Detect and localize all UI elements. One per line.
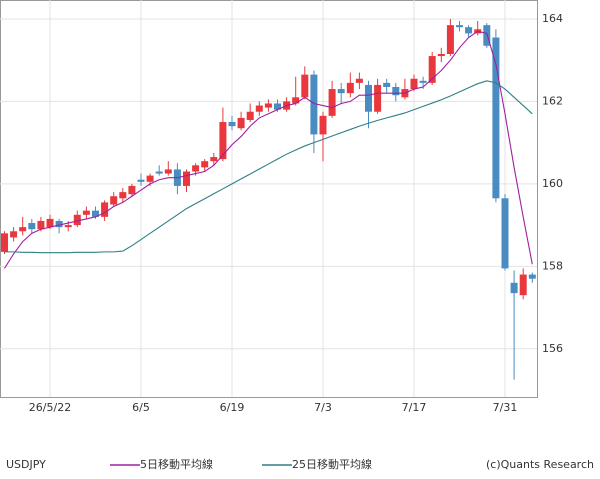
- candle-body: [92, 210, 99, 217]
- candle-body: [337, 89, 345, 94]
- candle-body: [301, 74, 309, 98]
- candle-body: [73, 214, 81, 226]
- candle-body: [456, 25, 463, 28]
- candle-body: [319, 115, 327, 135]
- legend-label: 25日移動平均線: [292, 457, 372, 471]
- candle-body: [392, 86, 400, 96]
- candle-body: [228, 122, 236, 127]
- candle-body: [210, 157, 218, 162]
- x-tick-label: 6/19: [220, 401, 245, 414]
- candle-body: [346, 82, 354, 94]
- y-tick-label: 156: [542, 342, 563, 355]
- candle-body: [128, 185, 136, 195]
- candle-body: [10, 231, 18, 238]
- candle-body: [374, 84, 382, 112]
- candle-body: [437, 54, 445, 57]
- copyright: (c)Quants Research: [486, 458, 594, 471]
- candle-body: [37, 220, 45, 230]
- candle-body: [155, 171, 163, 174]
- candle-body: [510, 282, 518, 294]
- candle-body: [355, 78, 363, 83]
- x-tick-label: 7/3: [314, 401, 332, 414]
- candle-body: [246, 111, 254, 120]
- candle-body: [255, 105, 263, 112]
- candle-body: [219, 122, 227, 160]
- candle-body: [164, 169, 172, 174]
- candle-body: [383, 82, 391, 87]
- candle-body: [483, 25, 491, 46]
- candle-body: [365, 84, 372, 112]
- candle-body: [310, 74, 318, 135]
- candle-body: [465, 27, 473, 34]
- candle-body: [201, 161, 209, 168]
- candle-body: [82, 210, 90, 215]
- candle-body: [237, 117, 245, 129]
- candle-body: [192, 165, 200, 172]
- candle-body: [428, 56, 436, 83]
- candle-body: [410, 78, 418, 90]
- y-tick-label: 160: [542, 177, 563, 190]
- candle-body: [519, 274, 527, 296]
- legend-label: 5日移動平均線: [140, 457, 213, 471]
- candle-body: [292, 97, 300, 104]
- candle-body: [419, 80, 427, 83]
- symbol: USDJPY: [6, 458, 46, 471]
- candle-body: [119, 192, 127, 199]
- y-tick-label: 162: [542, 94, 563, 107]
- candle-body: [110, 196, 118, 205]
- moving-average-line: [4, 80, 533, 254]
- candle-body: [28, 223, 36, 230]
- candle-body: [1, 233, 8, 252]
- candle-body: [137, 179, 145, 182]
- candle-body: [492, 37, 500, 199]
- candle-body: [146, 175, 154, 182]
- x-tick-label: 6/5: [132, 401, 150, 414]
- candle-body: [446, 25, 454, 55]
- candle-body: [183, 171, 190, 186]
- candle-body: [46, 218, 54, 228]
- y-tick-label: 164: [542, 12, 563, 25]
- candle-body: [501, 198, 509, 269]
- x-tick-label: 7/31: [493, 401, 518, 414]
- candle-body: [264, 103, 272, 108]
- candle-body: [528, 274, 536, 279]
- candle-body: [101, 202, 109, 217]
- moving-average-line: [4, 30, 533, 269]
- candle-body: [64, 225, 72, 228]
- x-tick-label: 26/5/22: [29, 401, 71, 414]
- candle-body: [19, 227, 27, 232]
- x-tick-label: 7/17: [402, 401, 427, 414]
- y-tick-label: 158: [542, 259, 563, 272]
- candle-body: [328, 89, 336, 116]
- candle-body: [274, 103, 281, 110]
- plot-frame: [0, 0, 538, 398]
- candle-body: [55, 220, 63, 228]
